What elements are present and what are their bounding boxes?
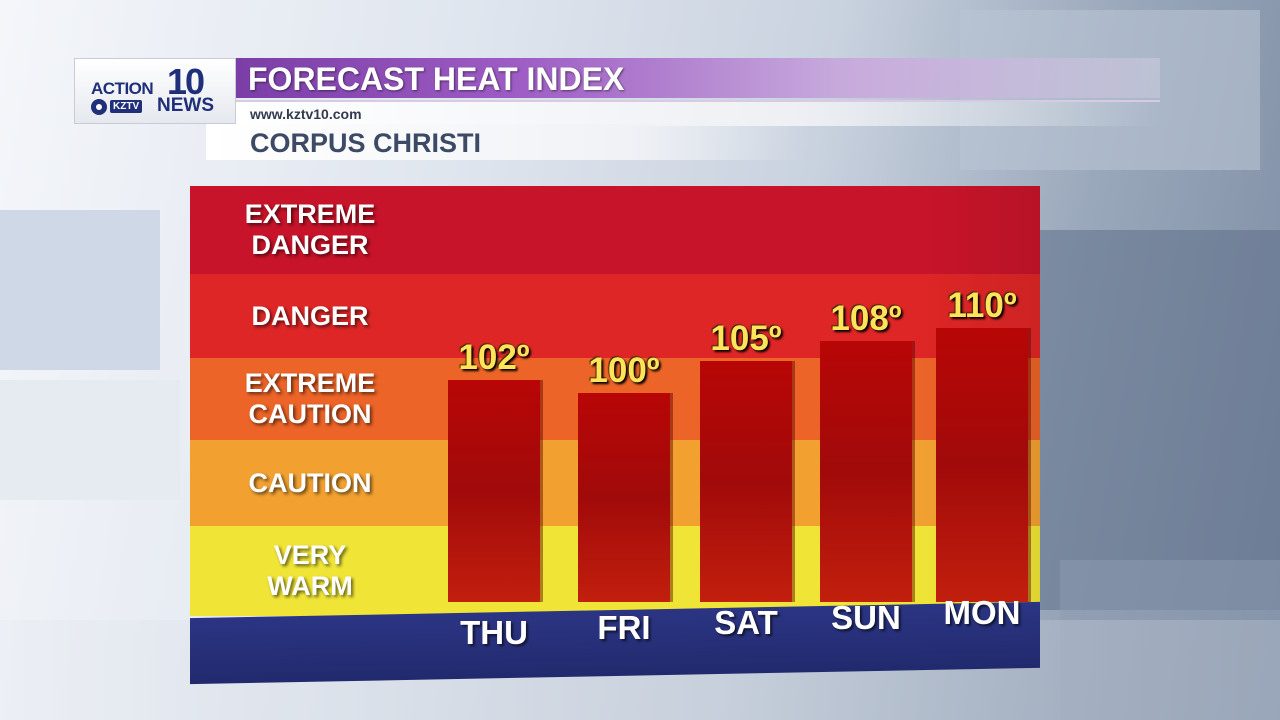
band-label: EXTREME DANGER	[244, 199, 376, 260]
bar-value-label: 105º	[710, 318, 782, 358]
background-panel	[0, 210, 160, 370]
station-logo: ACTION 10 KZTV NEWS	[74, 58, 236, 124]
logo-action-text: ACTION	[91, 79, 154, 98]
logo-news-text: NEWS	[157, 95, 214, 116]
bar-value-label: 108º	[830, 299, 902, 338]
logo-station-callsign: KZTV	[110, 100, 143, 113]
heat-band-extreme-danger: EXTREME DANGER	[190, 186, 1040, 274]
bar-mon	[936, 328, 1028, 602]
title-banner: FORECAST HEAT INDEX	[236, 58, 1160, 98]
location-banner: CORPUS CHRISTI	[206, 124, 806, 160]
day-label-thu: THU	[460, 614, 528, 651]
location-name: CORPUS CHRISTI	[250, 128, 482, 158]
url-banner: www.kztv10.com	[236, 100, 1160, 126]
band-label: VERY WARM	[267, 540, 353, 601]
day-label-mon: MON	[943, 594, 1021, 631]
bar-value-label: 102º	[458, 338, 530, 377]
bar-value-label: 110º	[947, 286, 1017, 325]
station-url: www.kztv10.com	[250, 106, 362, 122]
day-label-sun: SUN	[831, 599, 901, 636]
band-label: EXTREME CAUTION	[244, 368, 376, 429]
bar-fri	[578, 393, 670, 602]
bar-value-label: 100º	[588, 351, 660, 390]
logo-number: 10	[167, 61, 205, 102]
background-panel	[0, 380, 180, 500]
heat-index-chart: EXTREME DANGER DANGER EXTREME CAUTION CAUTION…	[190, 186, 1040, 685]
network-eye-icon	[91, 99, 107, 115]
bar-sat	[700, 360, 792, 602]
day-label-fri: FRI	[597, 609, 651, 646]
day-label-sat: SAT	[714, 604, 778, 641]
band-label: CAUTION	[248, 468, 372, 498]
page-title: FORECAST HEAT INDEX	[248, 61, 625, 97]
bar-thu	[448, 380, 540, 602]
background-panel	[1040, 230, 1280, 610]
band-label: DANGER	[251, 301, 369, 331]
bar-sun	[820, 341, 912, 602]
